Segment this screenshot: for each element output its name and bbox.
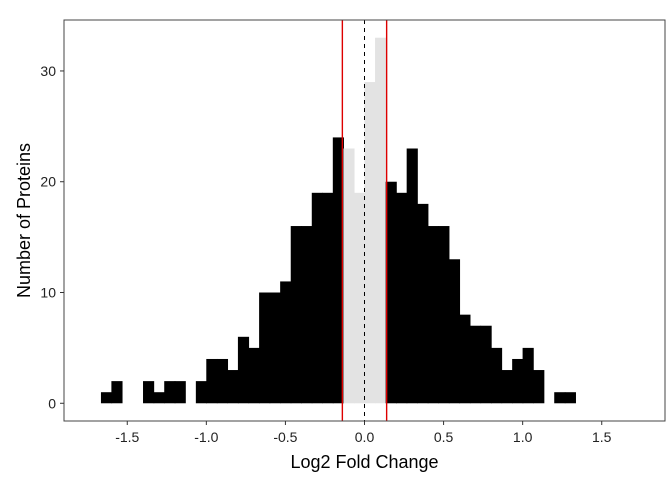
y-tick-label-3: 30: [40, 63, 56, 79]
histogram-bar-24: [385, 181, 397, 404]
histogram-bar-35: [501, 370, 513, 404]
histogram-bar-17: [311, 192, 323, 404]
x-tick-label-6: 1.5: [592, 429, 612, 445]
histogram-bar-1: [111, 381, 123, 404]
histogram-bar-39: [554, 392, 566, 404]
histogram-bar-14: [280, 281, 292, 404]
histogram-bar-23: [375, 37, 387, 404]
x-tick-label-1: -1.0: [194, 429, 218, 445]
x-tick-label-2: -0.5: [273, 429, 297, 445]
x-tick-label-0: -1.5: [115, 429, 139, 445]
histogram-bar-34: [490, 347, 503, 404]
histogram-bar-28: [427, 226, 439, 404]
x-axis-title: Log2 Fold Change: [290, 452, 438, 472]
histogram-bar-40: [564, 392, 576, 404]
x-tick-label-4: 0.5: [434, 429, 454, 445]
y-tick-label-0: 0: [48, 395, 56, 411]
histogram-bar-3: [153, 392, 165, 404]
histogram-bar-30: [448, 259, 461, 404]
histogram-bar-21: [354, 192, 366, 404]
histogram-bar-5: [174, 381, 186, 404]
histogram-bar-22: [364, 82, 376, 404]
y-tick-label-1: 10: [40, 285, 56, 301]
histogram-bar-7: [206, 358, 218, 404]
bars-group: [100, 37, 576, 404]
histogram-bar-31: [459, 314, 471, 404]
x-tick-label-3: 0.0: [355, 429, 375, 445]
histogram-bar-29: [438, 226, 450, 404]
histogram-bar-8: [216, 358, 229, 404]
histogram-bar-36: [512, 358, 524, 404]
histogram-bar-26: [406, 148, 418, 404]
histogram-bar-38: [533, 370, 545, 404]
histogram-bar-27: [417, 203, 429, 404]
histogram-bar-16: [301, 226, 313, 404]
x-tick-label-5: 1.0: [513, 429, 533, 445]
x-axis: -1.5 -1.0 -0.5 0.0 0.5 1.0 1.5: [115, 421, 612, 445]
histogram-bar-12: [259, 292, 271, 404]
histogram-bar-32: [469, 325, 482, 404]
histogram-bar-2: [143, 381, 155, 404]
histogram-bar-19: [332, 137, 344, 404]
histogram-bar-33: [480, 325, 492, 404]
histogram-bar-20: [343, 148, 355, 404]
histogram-bar-25: [396, 192, 408, 404]
histogram-bar-11: [248, 347, 260, 404]
histogram-bar-13: [269, 292, 281, 404]
histogram-bar-10: [237, 336, 250, 404]
histogram-bar-4: [164, 381, 176, 404]
histogram-bar-0: [100, 392, 113, 404]
reference-lines-group: [341, 20, 388, 421]
histogram-bar-18: [322, 192, 334, 404]
y-axis-title: Number of Proteins: [14, 143, 34, 298]
histogram-bar-6: [195, 381, 207, 404]
y-tick-label-2: 20: [40, 174, 56, 190]
histogram-bar-15: [290, 226, 302, 404]
histogram-bar-37: [522, 347, 534, 404]
y-axis: 0 10 20 30: [40, 63, 64, 411]
histogram-bar-9: [227, 370, 239, 404]
